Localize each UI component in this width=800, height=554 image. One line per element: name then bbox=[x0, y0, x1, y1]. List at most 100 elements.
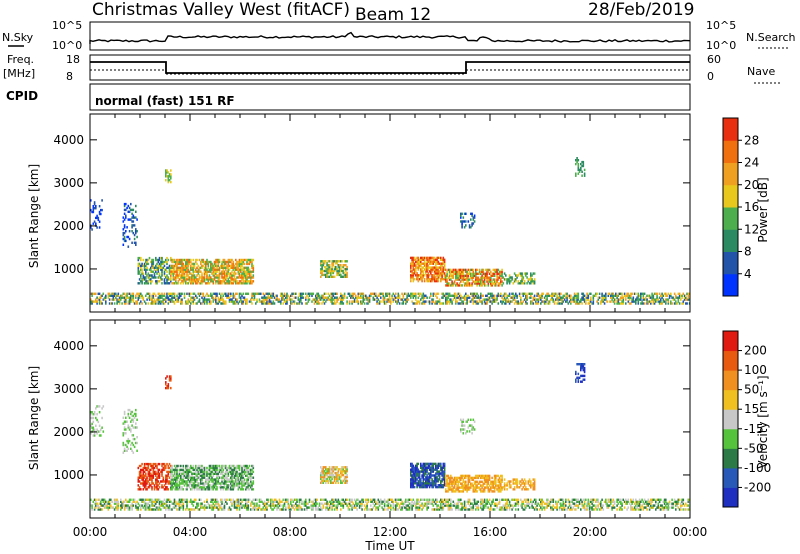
power-echo-cell bbox=[167, 298, 170, 301]
velocity-echo-cell bbox=[93, 508, 96, 511]
velocity-echo-cell bbox=[253, 502, 256, 505]
power-echo-cell bbox=[416, 278, 418, 281]
power-echo-cell bbox=[206, 276, 208, 279]
velocity-echo-cell bbox=[335, 506, 337, 509]
power-echo-cell bbox=[165, 260, 167, 264]
power-echo-cell bbox=[123, 296, 126, 299]
power-echo-cell bbox=[496, 298, 498, 301]
power-echo-cell bbox=[248, 268, 251, 271]
power-echo-cell bbox=[161, 296, 163, 299]
power-echo-cell bbox=[678, 296, 681, 299]
power-echo-cell bbox=[161, 300, 163, 303]
power-echo-cell bbox=[432, 300, 435, 303]
power-echo-cell bbox=[616, 296, 618, 299]
power-echo-cell bbox=[182, 282, 185, 285]
power-echo-cell bbox=[460, 274, 462, 277]
velocity-echo-cell bbox=[395, 504, 397, 507]
power-echo-cell bbox=[473, 214, 476, 217]
power-echo-cell bbox=[500, 300, 502, 303]
velocity-echo-cell bbox=[465, 504, 467, 507]
power-echo-cell bbox=[203, 260, 206, 264]
power-echo-cell bbox=[221, 262, 223, 266]
power-echo-cell bbox=[276, 298, 278, 301]
velocity-echo-cell bbox=[235, 506, 237, 509]
power-echo-cell bbox=[458, 276, 461, 279]
power-echo-cell bbox=[195, 276, 197, 279]
power-echo-cell bbox=[422, 276, 425, 279]
power-echo-cell bbox=[280, 294, 282, 297]
velocity-echo-cell bbox=[650, 498, 652, 501]
velocity-echo-cell bbox=[388, 498, 391, 501]
power-echo-cell bbox=[625, 294, 627, 297]
power-echo-cell bbox=[291, 294, 293, 297]
power-echo-cell bbox=[397, 292, 400, 295]
velocity-echo-cell bbox=[573, 502, 576, 505]
power-echo-cell bbox=[137, 296, 140, 299]
velocity-echo-cell bbox=[243, 498, 246, 501]
power-echo-cell bbox=[133, 302, 136, 305]
noise-right-tick-top: 10^5 bbox=[706, 19, 736, 32]
power-echo-cell bbox=[185, 278, 187, 281]
power-echo-cell bbox=[233, 268, 236, 271]
velocity-echo-cell bbox=[380, 502, 382, 505]
power-echo-cell bbox=[498, 294, 501, 297]
power-echo-cell bbox=[535, 300, 537, 303]
velocity-echo-cell bbox=[550, 500, 552, 503]
velocity-echo-cell bbox=[178, 500, 181, 503]
power-echo-cell bbox=[577, 298, 580, 301]
power-echo-cell bbox=[246, 260, 248, 264]
velocity-echo-cell bbox=[575, 502, 577, 505]
power-echo-cell bbox=[235, 268, 237, 271]
power-echo-cell bbox=[145, 260, 147, 264]
velocity-echo-cell bbox=[311, 500, 313, 503]
velocity-echo-cell bbox=[421, 504, 423, 507]
velocity-echo-cell bbox=[162, 506, 165, 509]
power-echo-cell bbox=[451, 274, 453, 277]
velocity-echo-cell bbox=[223, 508, 226, 511]
power-echo-cell bbox=[483, 272, 486, 275]
velocity-echo-cell bbox=[263, 508, 266, 511]
velocity-echo-cell bbox=[593, 498, 596, 501]
power-echo-cell bbox=[427, 256, 430, 260]
velocity-echo-cell bbox=[123, 506, 126, 509]
power-echo-cell bbox=[265, 298, 267, 301]
velocity-echo-cell bbox=[168, 508, 171, 511]
power-echo-cell bbox=[570, 300, 572, 303]
power-echo-cell bbox=[633, 292, 636, 295]
power-echo-cell bbox=[552, 298, 555, 301]
power-echo-cell bbox=[451, 294, 453, 297]
power-echo-cell bbox=[532, 280, 535, 283]
velocity-echo-cell bbox=[322, 504, 325, 507]
power-echo-cell bbox=[558, 296, 561, 299]
power-ylabel: Slant Range [km] bbox=[27, 164, 41, 268]
power-echo-cell bbox=[505, 292, 507, 295]
power-echo-cell bbox=[218, 258, 221, 262]
velocity-echo-cell bbox=[387, 508, 390, 511]
velocity-echo-cell bbox=[378, 500, 381, 503]
nave-trace bbox=[90, 69, 690, 75]
velocity-echo-cell bbox=[155, 502, 157, 505]
power-echo-cell bbox=[576, 300, 578, 303]
velocity-echo-cell bbox=[227, 508, 230, 511]
power-echo-cell bbox=[445, 296, 447, 299]
power-echo-cell bbox=[226, 266, 228, 269]
power-echo-cell bbox=[456, 300, 458, 303]
power-echo-cell bbox=[147, 258, 150, 262]
power-echo-cell bbox=[470, 226, 472, 229]
power-echo-cell bbox=[166, 169, 168, 172]
power-echo-cell bbox=[328, 294, 331, 297]
power-echo-cell bbox=[493, 284, 496, 287]
velocity-echo-cell bbox=[568, 502, 571, 505]
velocity-echo-cell bbox=[247, 500, 250, 503]
velocity-echo-cell bbox=[572, 498, 575, 501]
power-echo-cell bbox=[193, 270, 196, 273]
power-echo-cell bbox=[531, 302, 533, 305]
power-echo-cell bbox=[193, 296, 196, 299]
velocity-echo-cell bbox=[233, 502, 236, 505]
power-echo-cell bbox=[206, 282, 208, 285]
power-echo-cell bbox=[342, 302, 345, 305]
power-echo-cell bbox=[237, 260, 240, 264]
power-echo-cell bbox=[300, 292, 302, 295]
velocity-echo-cell bbox=[363, 504, 366, 507]
power-echo-cell bbox=[108, 302, 111, 305]
